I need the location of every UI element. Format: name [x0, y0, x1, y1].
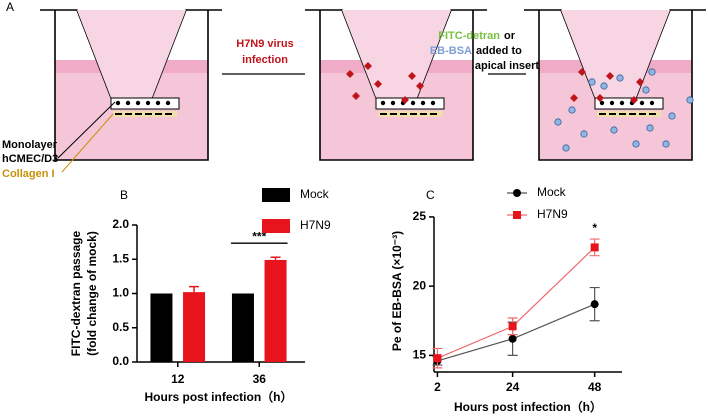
series-line — [437, 246, 596, 359]
legend-marker — [513, 211, 521, 219]
x-tick-label: 48 — [588, 380, 602, 394]
y-tick-label: 15 — [413, 348, 427, 362]
diagram-label: or — [504, 30, 516, 42]
panel-label: B — [120, 188, 128, 202]
y-axis-label: (fold change of mock) — [85, 231, 99, 356]
bar — [264, 259, 287, 362]
tracer-particles — [554, 68, 694, 152]
diagram-label: H7N9 virus — [236, 38, 293, 50]
diagram-label: apical insert — [475, 60, 540, 72]
bar — [150, 293, 173, 362]
bar — [231, 293, 254, 362]
transwell — [523, 9, 707, 161]
diagram-label: infection — [242, 54, 288, 66]
marker — [590, 243, 599, 252]
legend-label: H7N9 — [300, 218, 331, 232]
diagram: A Monolayer hCMEC/D3 Collagen I H7N9 vir… — [2, 0, 707, 180]
legend-marker — [513, 189, 521, 197]
pointer — [57, 101, 116, 159]
legend-label: H7N9 — [537, 207, 568, 221]
legend-swatch — [262, 188, 290, 202]
marker — [508, 334, 517, 343]
diagram-label: FITC-detran — [438, 30, 500, 42]
marker — [508, 322, 517, 331]
diagram-label: hCMEC/D3 — [2, 153, 58, 165]
marker — [590, 300, 599, 309]
x-tick-label: 12 — [171, 372, 185, 386]
panel-label: A — [6, 0, 14, 14]
legend-label: Mock — [300, 187, 330, 201]
y-tick-label: 2.0 — [112, 217, 129, 231]
x-tick-label: 2 — [434, 380, 441, 394]
error-bar — [270, 256, 281, 260]
panel-label: C — [426, 188, 435, 202]
virus-particles — [346, 62, 644, 104]
diagram-label: EB-BSA — [430, 45, 472, 57]
y-tick-label: 1.0 — [112, 286, 129, 300]
diagram-label: added to — [476, 45, 522, 57]
y-tick-label: 0.0 — [112, 354, 129, 368]
x-axis-label: Hours post infection（h） — [454, 399, 602, 414]
x-tick-label: 24 — [506, 380, 520, 394]
x-axis-label: Hours post infection（h） — [145, 389, 293, 404]
bar — [183, 292, 206, 362]
diagram-label: Monolayer — [2, 139, 58, 151]
error-bar — [189, 285, 200, 293]
pointer — [61, 113, 114, 173]
diagram-label: Collagen I — [2, 168, 55, 180]
x-tick-label: 36 — [253, 372, 267, 386]
legend-label: Mock — [537, 185, 567, 199]
legend-swatch — [262, 219, 290, 233]
annotation: * — [592, 221, 597, 235]
y-axis-label: FITC-dextran passage — [69, 230, 83, 356]
marker — [433, 354, 442, 363]
series-line — [437, 303, 595, 362]
transwell — [39, 9, 223, 161]
y-tick-label: 0.5 — [112, 320, 129, 334]
y-tick-label: 1.5 — [112, 251, 129, 265]
y-tick-label: 20 — [413, 278, 427, 292]
y-axis-label: Pe of EB-BSA (×10⁻³) — [390, 231, 404, 351]
y-tick-label: 25 — [413, 209, 427, 223]
